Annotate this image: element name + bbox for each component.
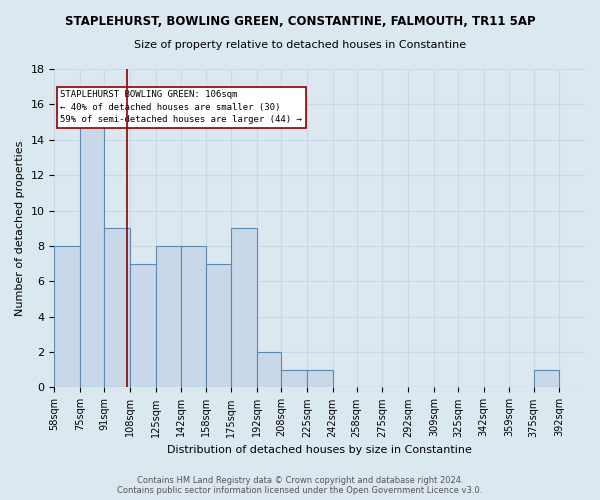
Text: STAPLEHURST BOWLING GREEN: 106sqm
← 40% of detached houses are smaller (30)
59% : STAPLEHURST BOWLING GREEN: 106sqm ← 40% …: [61, 90, 302, 124]
Bar: [206, 264, 231, 388]
Bar: [80, 122, 104, 388]
Bar: [104, 228, 130, 388]
Bar: [181, 246, 206, 388]
Bar: [257, 352, 281, 388]
Bar: [307, 370, 332, 388]
Bar: [231, 228, 257, 388]
Bar: [533, 370, 559, 388]
Bar: [281, 370, 307, 388]
Bar: [55, 246, 80, 388]
Text: STAPLEHURST, BOWLING GREEN, CONSTANTINE, FALMOUTH, TR11 5AP: STAPLEHURST, BOWLING GREEN, CONSTANTINE,…: [65, 15, 535, 28]
Text: Contains HM Land Registry data © Crown copyright and database right 2024.
Contai: Contains HM Land Registry data © Crown c…: [118, 476, 482, 495]
X-axis label: Distribution of detached houses by size in Constantine: Distribution of detached houses by size …: [167, 445, 472, 455]
Bar: [155, 246, 181, 388]
Bar: [130, 264, 155, 388]
Text: Size of property relative to detached houses in Constantine: Size of property relative to detached ho…: [134, 40, 466, 50]
Y-axis label: Number of detached properties: Number of detached properties: [15, 140, 25, 316]
